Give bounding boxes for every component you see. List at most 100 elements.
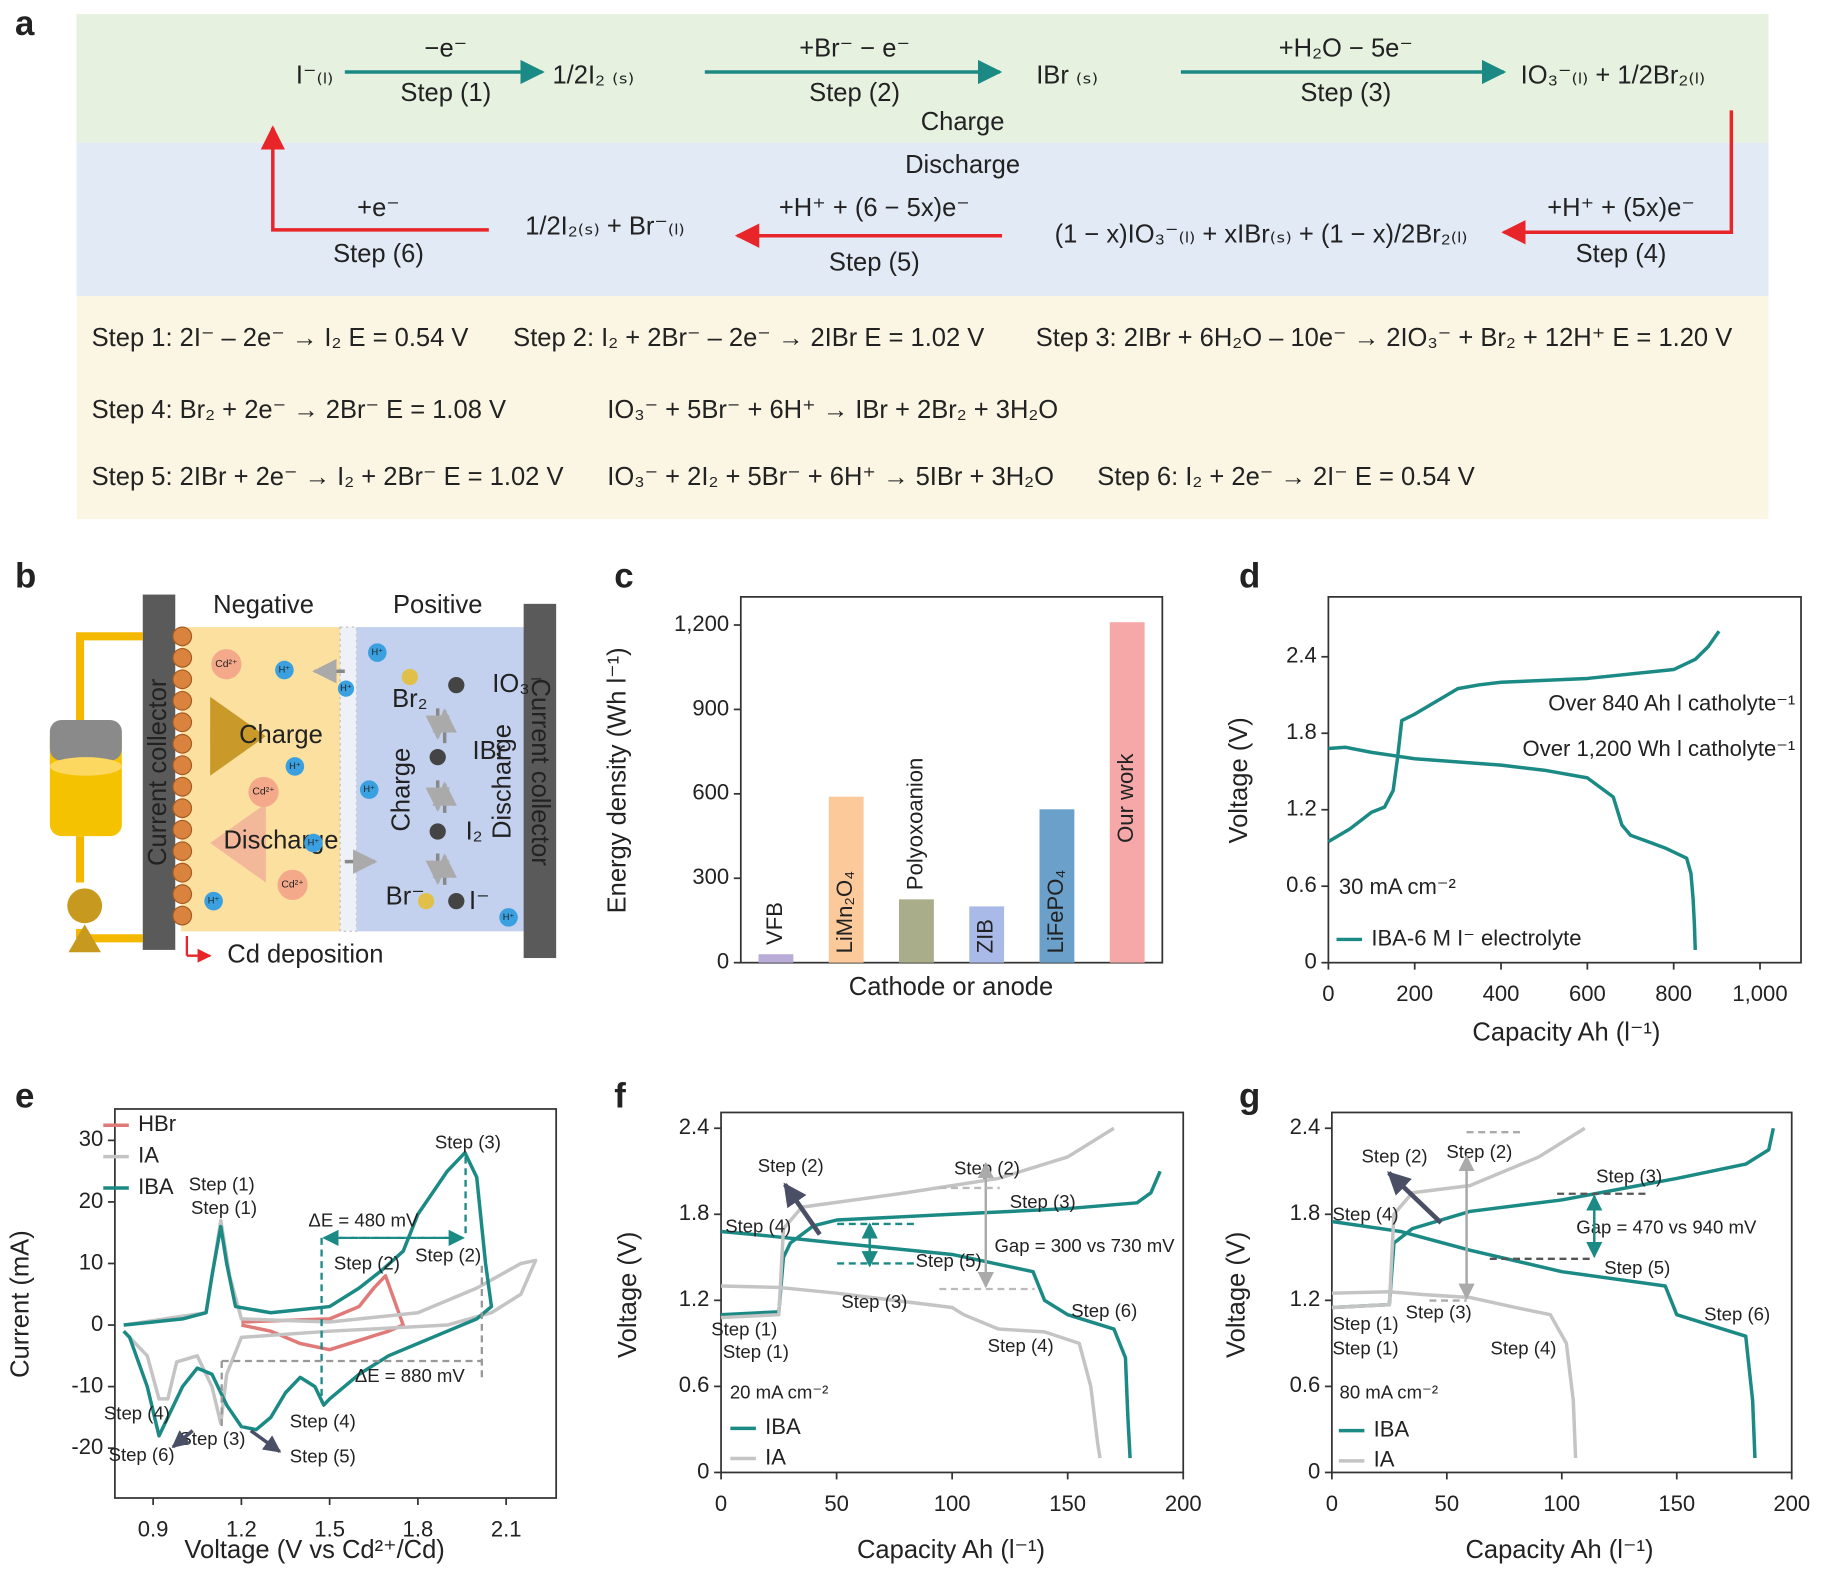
- species-label: I⁻: [469, 887, 490, 915]
- guide-line: [171, 1429, 194, 1449]
- y-tick-label: 1.2: [1286, 796, 1317, 821]
- species: I⁻₍ₗ₎: [296, 61, 333, 89]
- species: IO₃⁻₍ₗ₎ + 1/2Br₂₍ₗ₎: [1521, 61, 1705, 89]
- curve: [720, 1126, 1115, 1320]
- x-tick-label: 1,000: [1732, 981, 1787, 1006]
- species-atom: [429, 823, 446, 840]
- x-tick-label: 200: [1165, 1491, 1202, 1516]
- ion: [204, 891, 223, 911]
- x-axis-label: Capacity Ah (l⁻¹): [1472, 1018, 1660, 1046]
- electrode-particle: [172, 755, 193, 776]
- species: 1/2I₂₍ₛ₎ + Br⁻₍ₗ₎: [525, 212, 684, 240]
- charge-label: Charge: [921, 108, 1005, 136]
- annotation: Step (3): [435, 1132, 501, 1153]
- step-label: Step (5): [829, 248, 920, 276]
- y-tick-label: 0: [1308, 1458, 1320, 1483]
- step-reagent: +e⁻: [357, 194, 400, 222]
- discharge-arrows: [260, 110, 1734, 248]
- step-label: Step (1): [400, 79, 491, 107]
- bar-label: Polyoxoanion: [902, 758, 927, 890]
- species: (1 − x)IO₃⁻₍ₗ₎ + xIBr₍ₛ₎ + (1 − x)/2Br₂₍…: [1055, 220, 1468, 248]
- annotation: ΔE = 480 mV: [308, 1210, 419, 1231]
- curve: [122, 1218, 538, 1426]
- y-tick-label: 0: [91, 1311, 103, 1336]
- x-axis-label: Capacity Ah (l⁻¹): [1465, 1536, 1653, 1564]
- step-reagent: +Br⁻ − e⁻: [799, 35, 910, 63]
- x-tick-label: 2.1: [491, 1516, 522, 1541]
- annotation: Step (4): [104, 1402, 170, 1423]
- annotation: Step (3): [179, 1428, 245, 1449]
- y-tick-label: 2.4: [1290, 1114, 1321, 1139]
- plot-frame: [739, 596, 1164, 964]
- panel-label: g: [1239, 1077, 1260, 1116]
- annotation: Step (4): [1490, 1337, 1556, 1358]
- annotation: 80 mA cm⁻²: [1340, 1381, 1439, 1402]
- annotation: Step (2): [758, 1155, 824, 1176]
- ion-label: H⁺: [372, 647, 384, 657]
- x-tick-label: 100: [1543, 1491, 1580, 1516]
- electrode-particle: [172, 776, 193, 797]
- discharge-label: Discharge: [905, 151, 1020, 179]
- panel-label: b: [15, 557, 36, 596]
- x-tick-label: 0: [1326, 1491, 1338, 1516]
- guide-line: [249, 1429, 282, 1453]
- annotation: 20 mA cm⁻²: [730, 1381, 829, 1402]
- x-tick-label: 800: [1655, 981, 1692, 1006]
- x-tick-label: 0.9: [138, 1516, 169, 1541]
- x-axis-label: Voltage (V vs Cd²⁺/Cd): [184, 1536, 444, 1564]
- species-atom: [429, 749, 446, 766]
- annotation: Step (4): [725, 1215, 791, 1236]
- legend-label: HBr: [138, 1111, 176, 1136]
- x-tick-label: 100: [934, 1491, 971, 1516]
- y-tick-label: -20: [71, 1434, 103, 1459]
- curve: [1331, 1290, 1578, 1459]
- species-label: IO₃⁻: [492, 670, 543, 698]
- x-axis-label: Cathode or anode: [849, 973, 1053, 1001]
- x-tick-label: 1.2: [226, 1516, 257, 1541]
- x-tick-label: 150: [1049, 1491, 1086, 1516]
- species-label: Br⁻: [386, 882, 425, 910]
- x-tick-label: 600: [1569, 981, 1606, 1006]
- electrode-particle: [172, 647, 193, 668]
- annotation: Step (1): [191, 1197, 257, 1218]
- ion-label: H⁺: [308, 838, 320, 848]
- annotation: Step (6): [109, 1444, 175, 1465]
- x-tick-label: 200: [1773, 1491, 1810, 1516]
- legend-label: IA: [138, 1142, 159, 1167]
- bar: [1039, 809, 1075, 963]
- equation: Step 2: I₂ + 2Br⁻ – 2e⁻ → 2IBr E = 1.02 …: [513, 324, 984, 352]
- x-tick-label: 50: [824, 1491, 849, 1516]
- x-tick-label: 0: [1322, 981, 1334, 1006]
- legend-label: IA: [1374, 1447, 1395, 1472]
- species-label: I₂: [466, 817, 483, 845]
- ion: [499, 908, 518, 927]
- legend-label: IBA: [765, 1414, 801, 1439]
- y-tick-label: 0.6: [1286, 872, 1317, 897]
- ion-label: H⁺: [363, 784, 375, 794]
- species-atom: [448, 677, 465, 694]
- y-tick-label: 30: [79, 1126, 104, 1151]
- curve: [720, 1229, 1132, 1459]
- panel-label: d: [1239, 557, 1260, 596]
- species-atom: [448, 892, 465, 910]
- legend-label: IBA-6 M I⁻ electrolyte: [1371, 925, 1581, 950]
- collector-label: Current collector: [144, 678, 172, 866]
- ion: [275, 660, 294, 680]
- step-reagent: +H₂O − 5e⁻: [1279, 35, 1413, 63]
- ion: [277, 869, 308, 900]
- equation: Step 6: I₂ + 2e⁻ → 2I⁻ E = 0.54 V: [1097, 463, 1475, 491]
- ion: [337, 680, 355, 697]
- plot-frame: [1327, 596, 1802, 964]
- species-label: Br₂: [392, 685, 427, 713]
- negative-label: Negative: [213, 591, 314, 619]
- step-label: Step (4): [1576, 240, 1667, 268]
- ion-label: H⁺: [503, 912, 515, 922]
- annotation: Step (1): [1333, 1313, 1399, 1334]
- ion: [359, 780, 379, 799]
- y-tick-label: 0: [717, 948, 729, 973]
- ion: [304, 833, 323, 853]
- electrode-particle: [172, 733, 193, 754]
- equation: Step 4: Br₂ + 2e⁻ → 2Br⁻ E = 1.08 V: [92, 396, 506, 424]
